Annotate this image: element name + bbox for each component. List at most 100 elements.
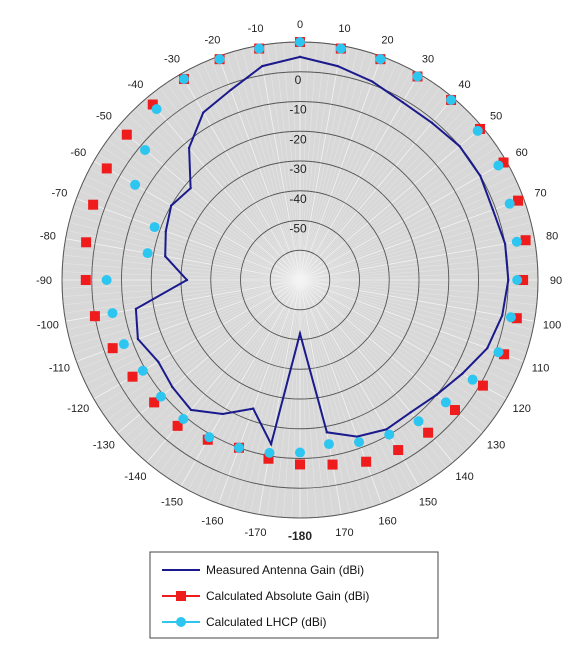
lhcp-marker (335, 43, 346, 54)
angle-tick-label: -50 (96, 110, 112, 122)
angle-tick-label: -30 (164, 53, 180, 65)
measured-gain-point (458, 144, 461, 148)
lhcp-marker (413, 416, 424, 427)
absolute-gain-marker (477, 380, 488, 391)
angle-tick-label: 120 (513, 403, 531, 415)
lhcp-marker (323, 439, 334, 450)
absolute-gain-marker (449, 405, 460, 416)
lhcp-marker (384, 429, 395, 440)
measured-gain-point (385, 428, 388, 431)
measured-gain-point (185, 278, 189, 282)
angle-tick-label: 0 (297, 19, 303, 31)
lhcp-marker (178, 74, 189, 85)
series-circle (101, 37, 523, 458)
angle-tick-label: -130 (93, 440, 115, 452)
angle-tick-label: -10 (248, 23, 264, 35)
measured-gain-point (189, 187, 192, 190)
angle-tick-label: -20 (204, 34, 220, 46)
angle-tick-label: -120 (67, 403, 89, 415)
measured-gain-point (229, 88, 233, 92)
radial-tick-label: -50 (289, 222, 307, 236)
radial-tick-label: -40 (289, 192, 307, 206)
radial-tick-label: -10 (289, 103, 307, 117)
measured-gain-point (157, 360, 160, 364)
absolute-gain-marker (127, 371, 138, 382)
lhcp-marker (155, 391, 166, 402)
angle-tick-label: 80 (546, 231, 558, 243)
angle-tick-label: -80 (40, 231, 56, 243)
angle-tick-label: -180 (288, 529, 312, 543)
grid-ring (240, 220, 360, 340)
angle-tick-label: 70 (534, 187, 546, 199)
measured-gain-point (479, 174, 482, 178)
measured-gain-point (298, 332, 302, 335)
absolute-gain-marker (80, 275, 91, 285)
absolute-gain-marker (172, 420, 183, 431)
legend-label: Measured Antenna Gain (dBi) (206, 563, 364, 577)
radial-tick-label: -30 (289, 162, 307, 176)
lhcp-marker (295, 37, 305, 47)
measured-gain-point (500, 314, 504, 317)
angle-tick-label: 170 (335, 527, 353, 539)
measured-gain-point (435, 393, 438, 396)
angle-tick-label: 60 (516, 147, 528, 159)
measured-gain-point (491, 208, 495, 211)
absolute-gain-marker (327, 459, 338, 470)
measured-gain-point (409, 410, 413, 414)
measured-gain-point (507, 278, 510, 282)
lhcp-marker (233, 442, 244, 453)
tick-labels: 0 10 20 30 40 50 60 70 80 90 100 110 120 130 140 150 160… (36, 19, 562, 543)
angle-tick-label: 150 (419, 497, 437, 509)
lhcp-marker (130, 179, 141, 190)
absolute-gain-marker (121, 129, 132, 140)
measured-gain-point (171, 385, 174, 389)
measured-gain-point (503, 242, 507, 246)
angle-tick-label: -70 (51, 187, 67, 199)
absolute-gain-marker (295, 459, 305, 470)
absolute-gain-marker (81, 237, 92, 248)
measured-gain-point (461, 372, 464, 375)
grid-ring (121, 101, 479, 459)
absolute-gain-marker (518, 275, 529, 285)
lhcp-marker (440, 397, 451, 408)
lhcp-marker (140, 144, 151, 155)
lhcp-marker (142, 248, 153, 259)
angle-tick-label: -140 (124, 471, 146, 483)
absolute-gain-marker (423, 427, 434, 438)
absolute-gain-marker (263, 453, 274, 464)
measured-gain-point (336, 64, 339, 68)
angle-tick-label: 130 (487, 440, 505, 452)
lhcp-marker (493, 160, 504, 171)
angle-tick-label: 30 (422, 53, 434, 65)
angle-tick-label: 110 (532, 363, 550, 375)
angle-tick-label: 100 (543, 319, 561, 331)
measured-gain-point (298, 55, 302, 59)
lhcp-marker (512, 275, 523, 285)
grid-ring (150, 130, 450, 430)
lhcp-marker (504, 198, 515, 209)
absolute-gain-marker (361, 456, 372, 467)
legend-label: Calculated Absolute Gain (dBi) (206, 589, 369, 603)
measured-gain-point (136, 337, 140, 341)
measured-gain-point (269, 442, 273, 446)
radial-tick-label: -20 (289, 132, 307, 146)
absolute-gain-marker (499, 349, 510, 360)
measured-gain-point (169, 204, 173, 207)
measured-gain-point (325, 431, 329, 434)
measured-gain-point (187, 146, 191, 150)
lhcp-marker (204, 432, 215, 443)
angle-tick-label: -160 (201, 516, 223, 528)
legend: Measured Antenna Gain (dBi) Calculated Ab… (149, 551, 439, 639)
series-layer (80, 37, 531, 470)
absolute-gain-marker (101, 163, 112, 174)
angle-tick-label: -110 (49, 363, 70, 375)
lhcp-marker (264, 447, 275, 458)
lhcp-marker (254, 43, 265, 54)
lhcp-marker (107, 308, 118, 319)
measured-gain-point (189, 408, 193, 412)
angle-tick-label: 50 (490, 110, 502, 122)
absolute-gain-marker (89, 311, 100, 322)
angle-tick-label: 160 (378, 516, 396, 528)
lhcp-marker (149, 222, 160, 233)
